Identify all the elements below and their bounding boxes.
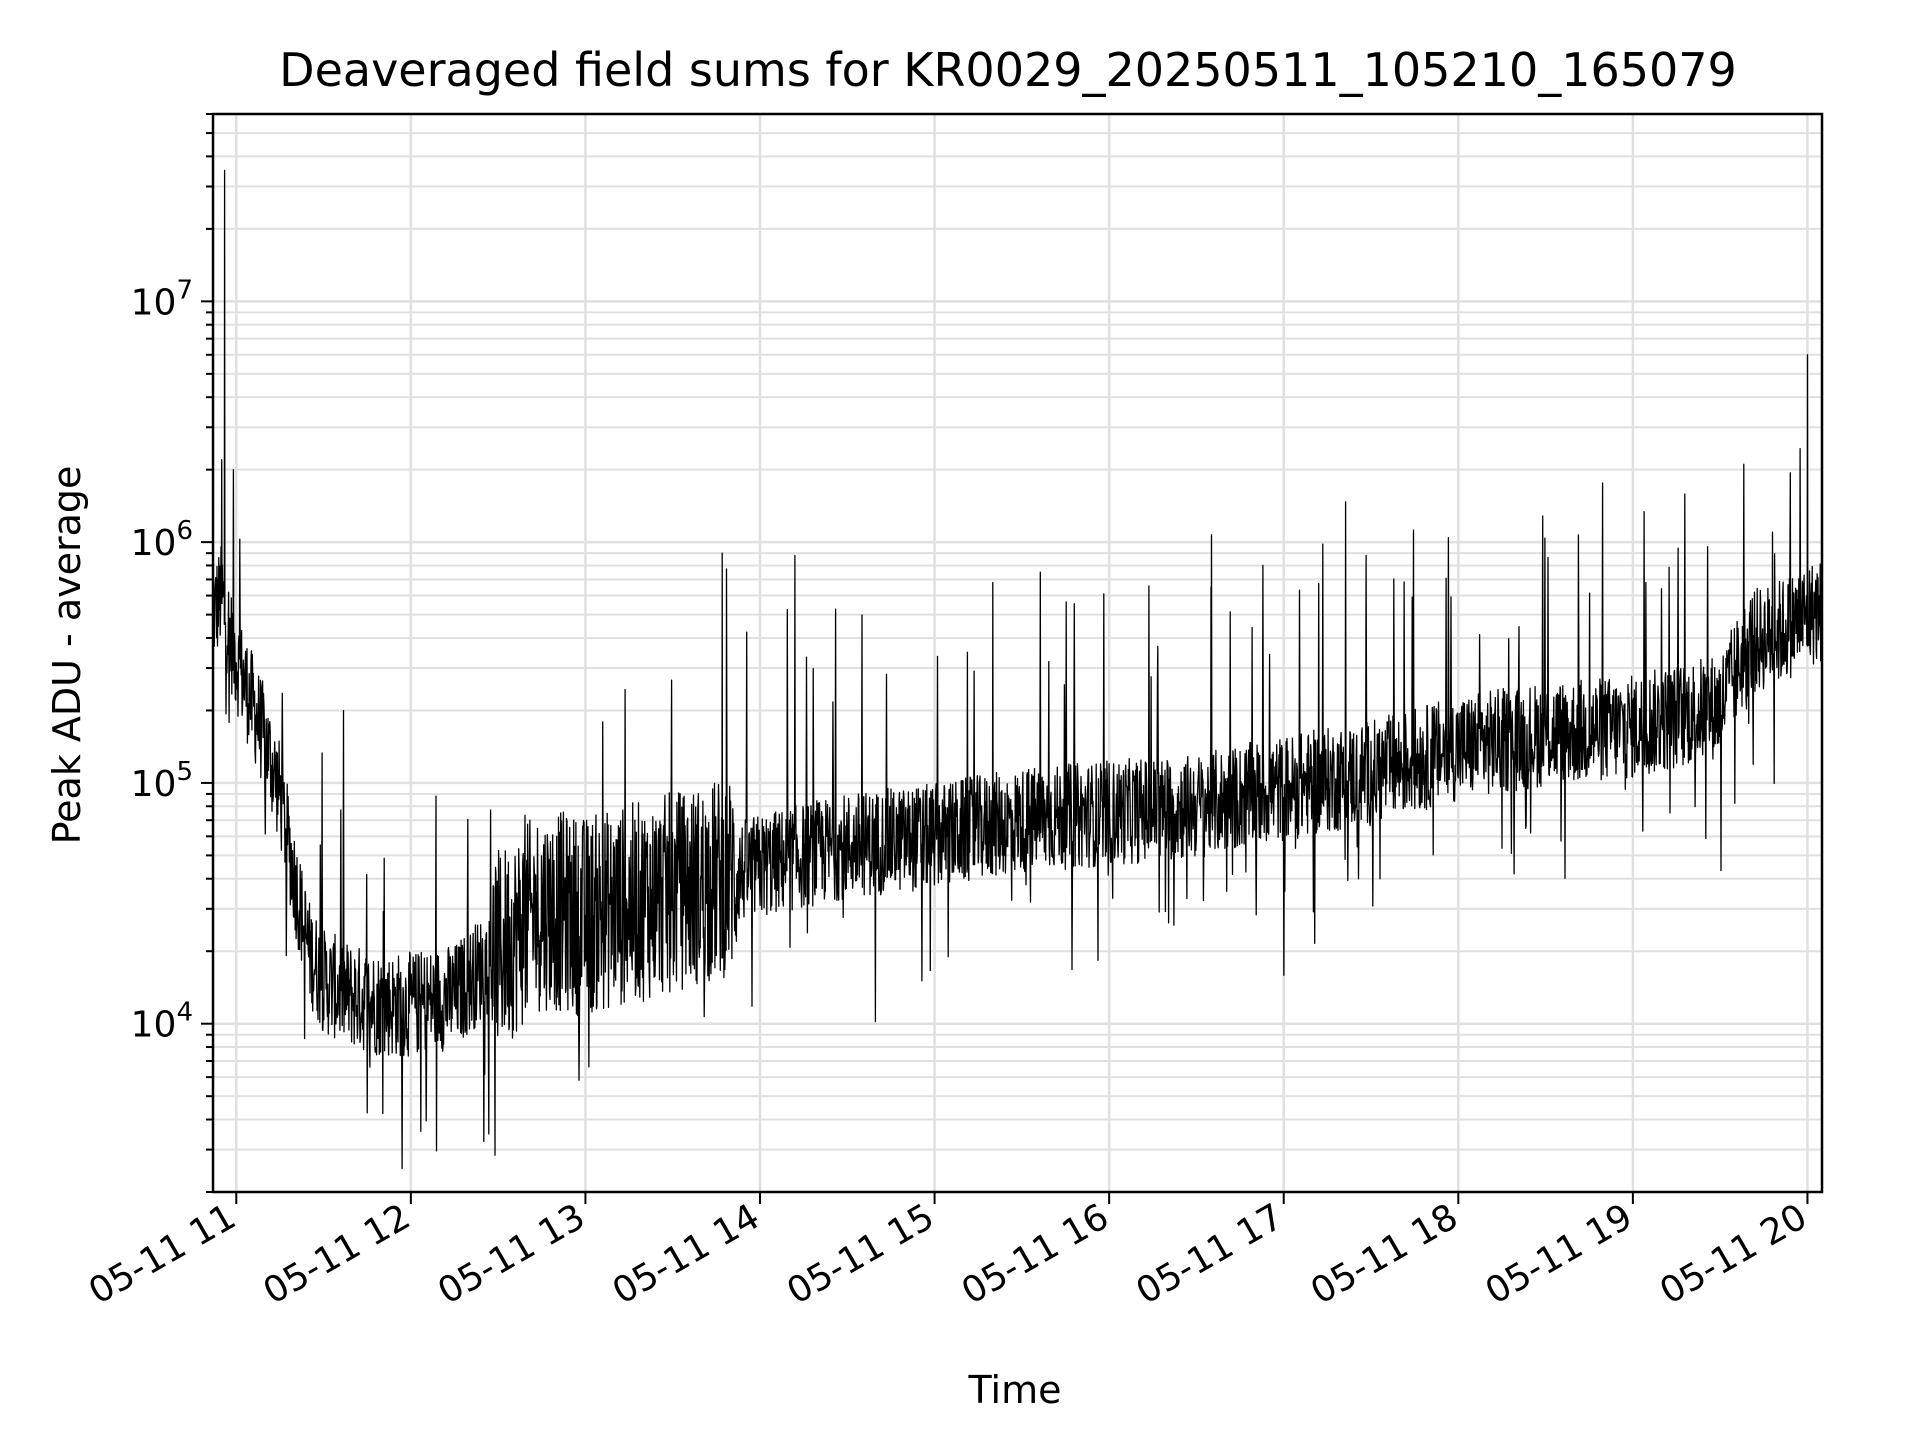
y-tick-label: 107 [131, 275, 193, 323]
plot-frame [211, 112, 1824, 1194]
x-axis-label: Time [968, 1368, 1062, 1412]
y-tick-label: 105 [131, 757, 193, 805]
series-line [212, 169, 1823, 1170]
y-axis-label: Peak ADU - average [45, 466, 89, 845]
y-tick-label: 104 [131, 998, 193, 1046]
series-line-group [212, 169, 1823, 1170]
chart-title: Deaveraged field sums for KR0029_2025051… [279, 43, 1737, 97]
y-tick-label: 106 [131, 516, 193, 564]
grid-lines [213, 113, 1822, 1193]
